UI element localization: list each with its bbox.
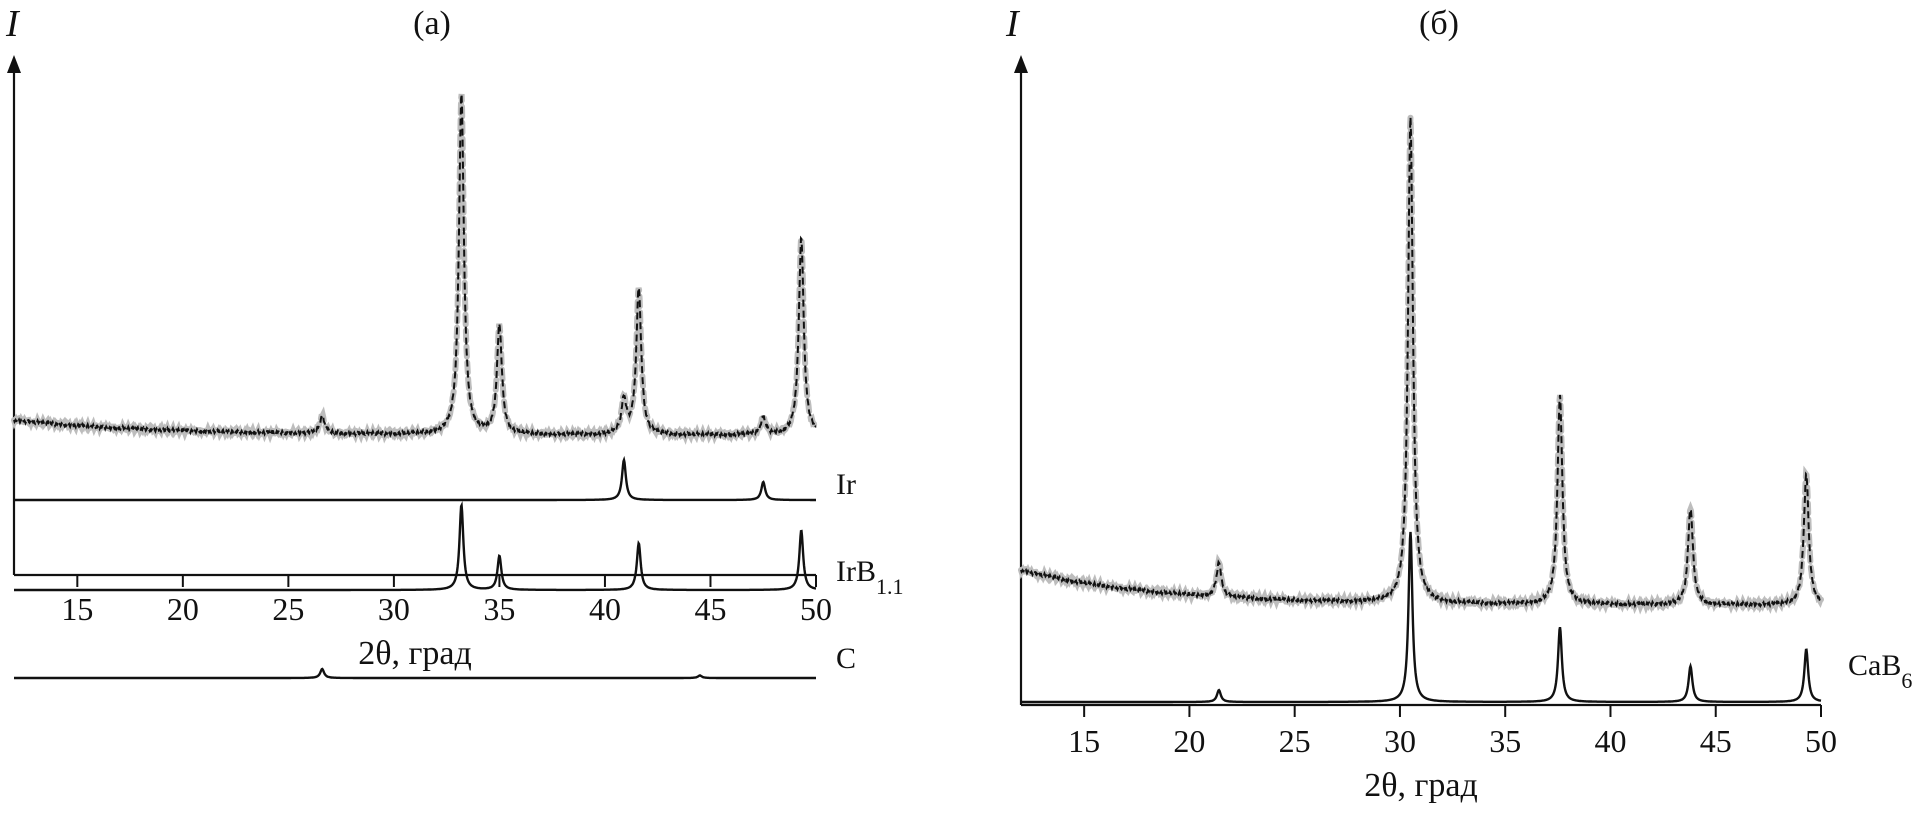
panel-label: (б) xyxy=(1419,5,1459,42)
x-tick-label: 20 xyxy=(1173,723,1205,759)
x-tick-label: 15 xyxy=(1068,723,1100,759)
x-tick-label: 15 xyxy=(61,591,93,627)
reference-pattern-0 xyxy=(1021,531,1822,704)
x-tick-label: 40 xyxy=(589,591,621,627)
panel-a: 15 20 25 30 35 40 45 50 2θ, град I (a) Ir IrB1.1 C xyxy=(5,3,904,680)
series-name-subscript: 1.1 xyxy=(876,574,904,599)
x-tick-label: 50 xyxy=(800,591,832,627)
series-name-subscript: 6 xyxy=(1901,668,1912,693)
x-tick-label: 50 xyxy=(1805,723,1837,759)
x-tick-label: 30 xyxy=(378,591,410,627)
panel-b: 15 20 25 30 35 40 45 50 2θ, град I (б) CaB6 xyxy=(1005,3,1912,804)
y-axis-title: I xyxy=(1005,3,1021,45)
x-tick-label: 40 xyxy=(1594,723,1626,759)
reference-pattern-0 xyxy=(14,455,816,502)
x-tick-label: 25 xyxy=(1279,723,1311,759)
series-label: Ir xyxy=(836,468,856,501)
x-tick-label: 25 xyxy=(272,591,304,627)
x-tick-label: 45 xyxy=(1700,723,1732,759)
panel-label: (a) xyxy=(413,5,451,42)
series-name: CaB xyxy=(1848,649,1901,682)
x-tick-label: 35 xyxy=(1489,723,1521,759)
calculated-pattern xyxy=(11,93,819,446)
x-axis-title: 2θ, град xyxy=(1364,767,1478,804)
measured-pattern xyxy=(1020,117,1822,609)
y-axis-arrow xyxy=(7,55,21,73)
series-name: IrB xyxy=(836,555,876,588)
calculated-pattern xyxy=(1018,117,1824,615)
measured-pattern xyxy=(13,93,817,440)
reference-pattern-2 xyxy=(14,667,816,680)
x-tick-label: 20 xyxy=(167,591,199,627)
series-label: IrB1.1 xyxy=(836,555,904,599)
x-tick-label: 45 xyxy=(694,591,726,627)
y-axis-arrow xyxy=(1014,55,1028,73)
series-label: CaB6 xyxy=(1848,649,1912,693)
x-tick-label: 30 xyxy=(1384,723,1416,759)
series-name: Ir xyxy=(836,468,856,501)
series-label: C xyxy=(836,642,856,675)
x-axis-title: 2θ, град xyxy=(358,635,472,672)
reference-pattern-1 xyxy=(14,501,817,592)
series-name: C xyxy=(836,642,856,675)
y-axis-title: I xyxy=(5,3,21,45)
x-tick-label: 35 xyxy=(483,591,515,627)
